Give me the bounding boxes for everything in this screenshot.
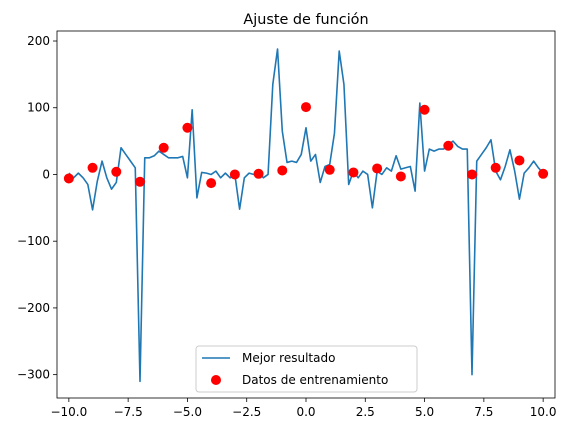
x-tick-label: −2.5: [232, 405, 261, 419]
scatter-point: [443, 140, 454, 151]
scatter-point: [467, 169, 477, 180]
scatter-point: [253, 168, 264, 179]
y-tick-label: −300: [17, 368, 50, 382]
scatter-point: [538, 168, 549, 179]
legend: Mejor resultado Datos de entrenamiento: [195, 345, 418, 393]
scatter-point: [395, 171, 406, 182]
scatter-point: [63, 173, 74, 184]
x-tick-label: 2.5: [356, 405, 375, 419]
scatter-point: [301, 102, 311, 113]
scatter-point: [514, 155, 525, 166]
legend-box: [195, 345, 418, 393]
legend-label-line: Mejor resultado: [242, 351, 335, 365]
x-tick-label: −10.0: [50, 405, 87, 419]
legend-scatter-swatch: [211, 375, 221, 385]
x-tick-label: −7.5: [114, 405, 143, 419]
chart-title: Ajuste de función: [243, 12, 368, 28]
scatter-point: [348, 167, 359, 178]
scatter-point: [111, 166, 122, 177]
scatter-point: [135, 176, 145, 187]
series-line-mejor-resultado: [68, 48, 544, 383]
x-tick-label: 0.0: [296, 405, 315, 419]
y-tick-label: −200: [17, 301, 50, 315]
scatter-point: [229, 169, 240, 180]
x-tick-label: −5.0: [173, 405, 202, 419]
scatter-point: [372, 163, 383, 174]
x-tick-label: 5.0: [415, 405, 434, 419]
scatter-point: [277, 165, 288, 176]
scatter-point: [419, 104, 430, 115]
legend-label-scatter: Datos de entrenamiento: [242, 373, 388, 387]
plot-frame: [56, 30, 556, 399]
y-tick-label: −100: [17, 234, 50, 248]
scatter-point: [206, 178, 217, 189]
x-tick-label: 7.5: [474, 405, 493, 419]
scatter-point: [158, 142, 169, 153]
scatter-point: [490, 162, 501, 173]
scatter-point: [182, 122, 193, 133]
scatter-point: [87, 162, 98, 173]
x-tick-label: 10.0: [530, 405, 557, 419]
y-tick-label: 0: [42, 167, 50, 181]
scatter-point: [324, 164, 335, 175]
y-tick-label: 100: [27, 101, 50, 115]
y-tick-label: 200: [27, 34, 50, 48]
